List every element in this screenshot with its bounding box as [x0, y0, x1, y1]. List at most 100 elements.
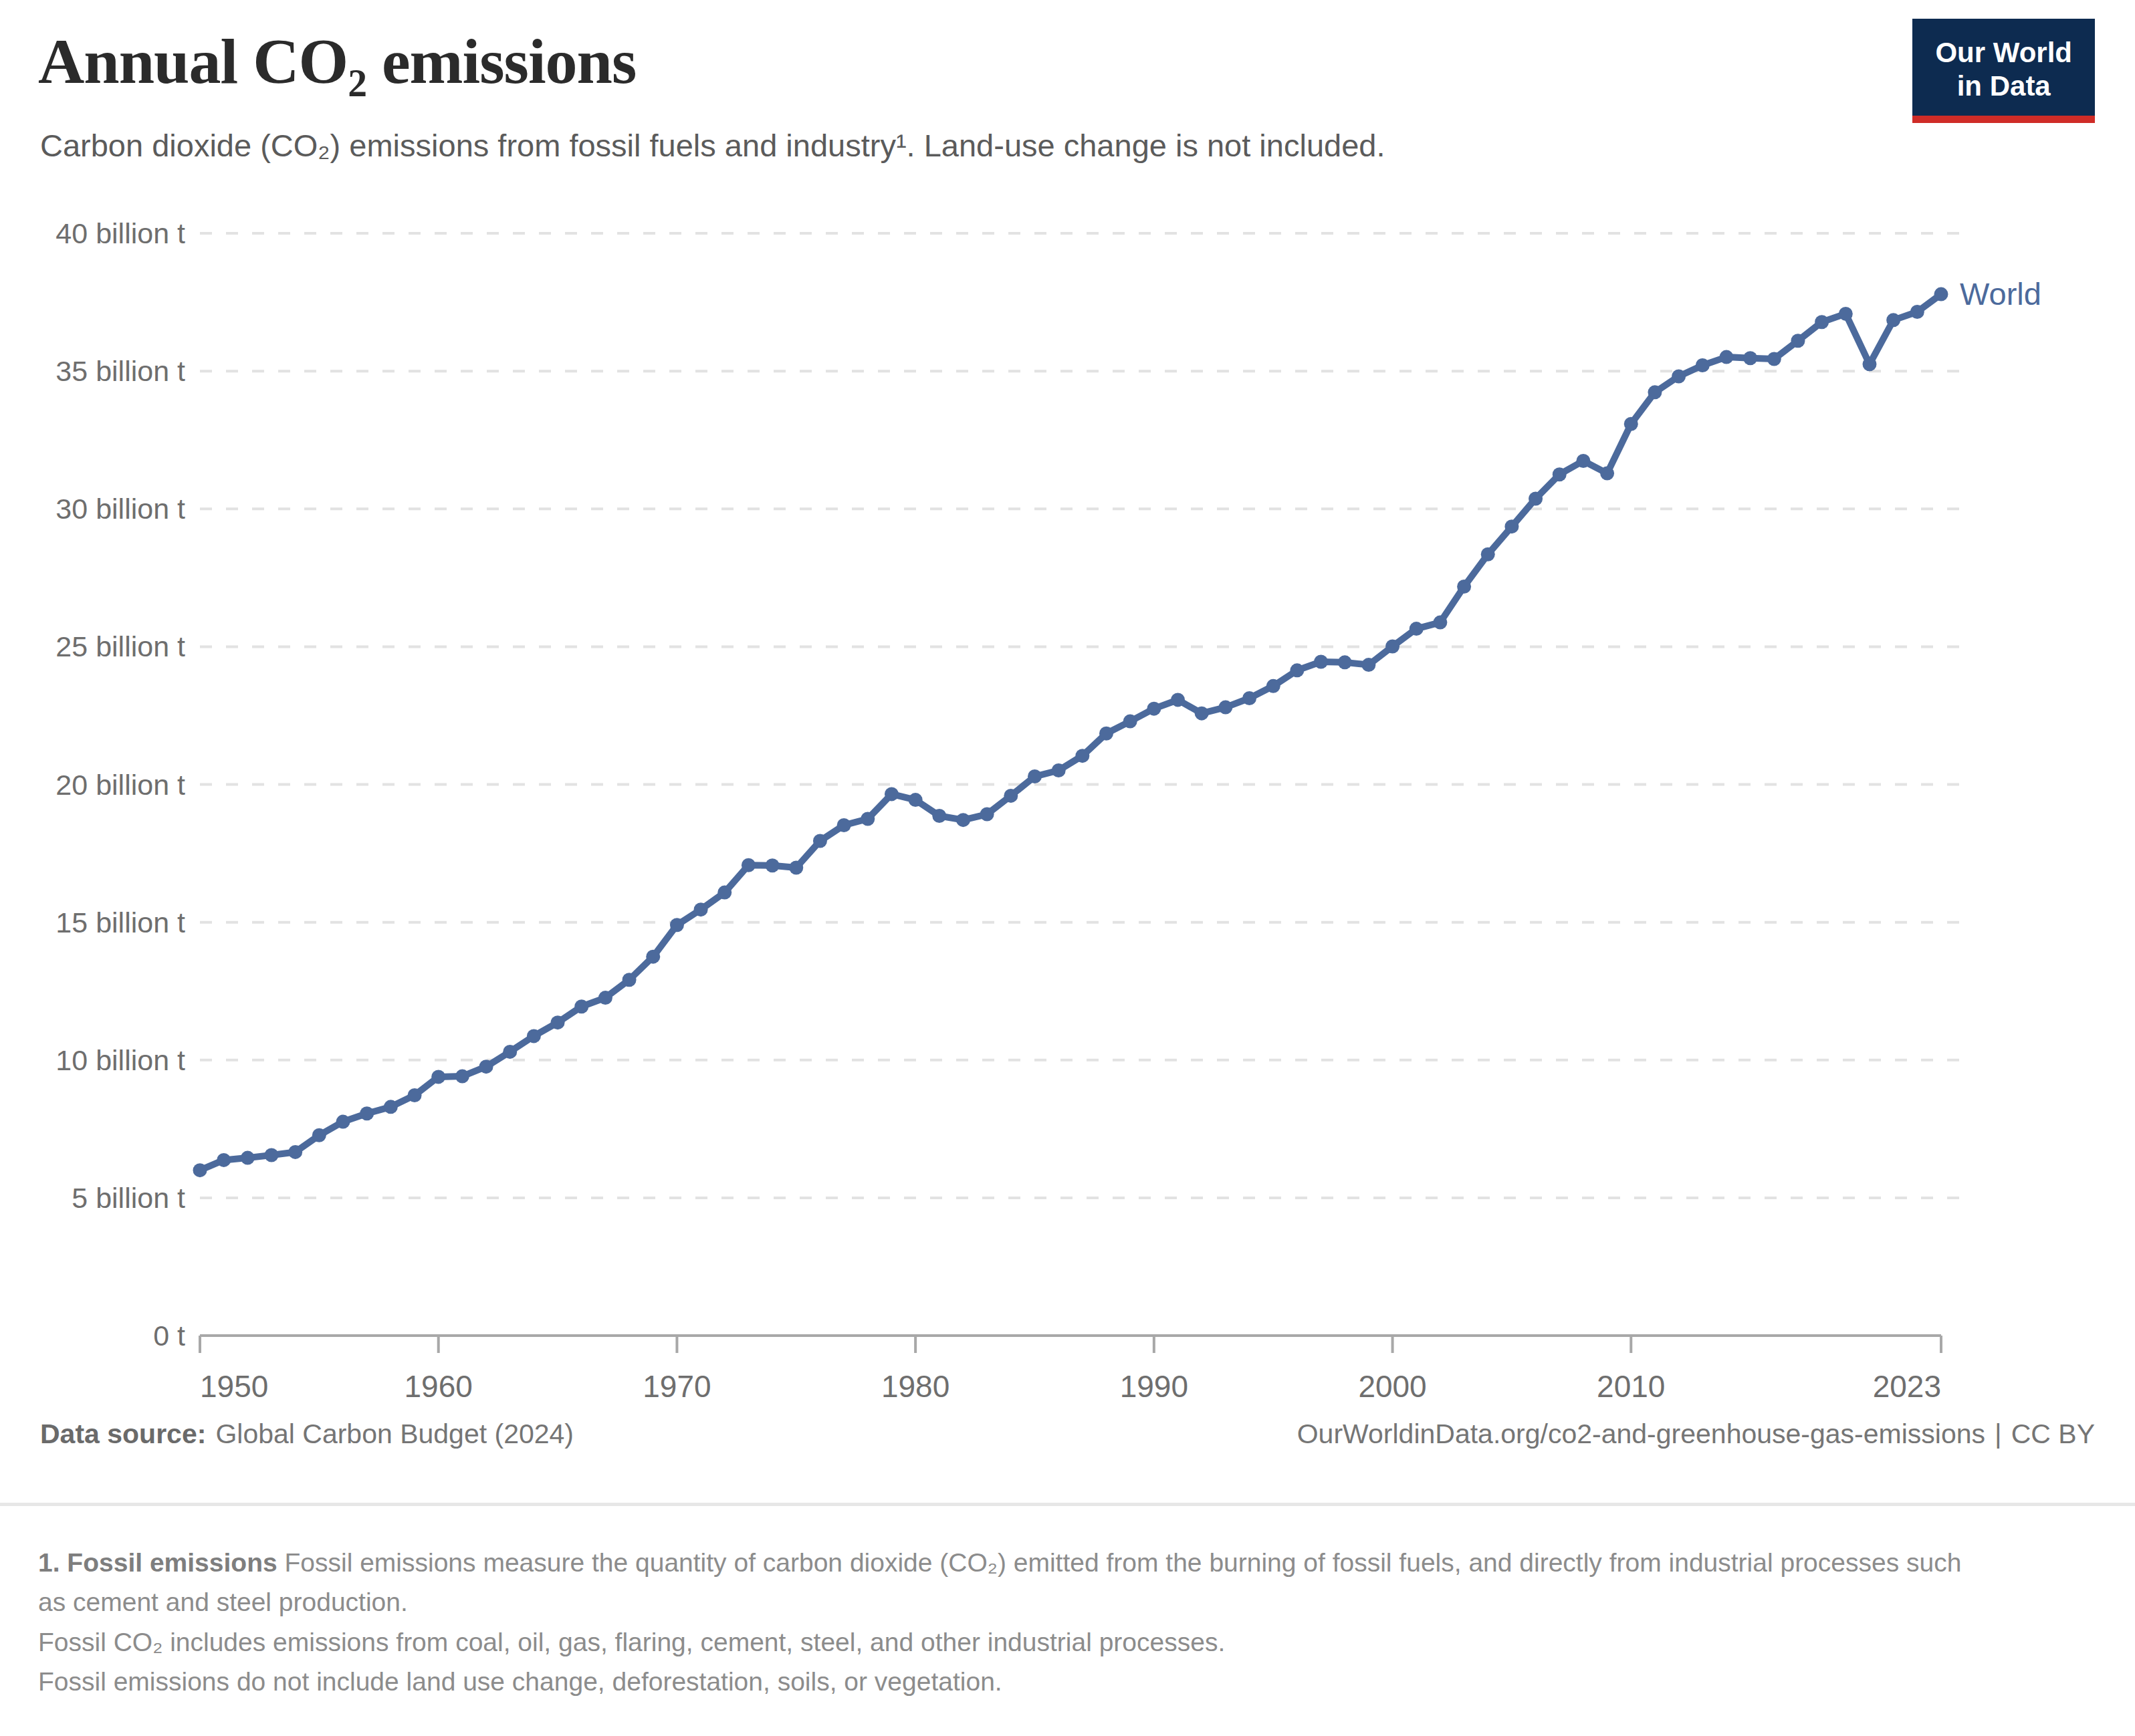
data-point — [1624, 417, 1638, 431]
footnote-section: 1. Fossil emissions Fossil emissions mea… — [38, 1543, 1991, 1701]
data-point — [980, 808, 994, 822]
data-point — [1886, 313, 1900, 327]
data-point — [1171, 693, 1185, 707]
owid-logo-line2: in Data — [1935, 70, 2072, 103]
data-point — [574, 999, 588, 1013]
data-point — [384, 1100, 398, 1114]
data-point — [1218, 701, 1232, 715]
data-point — [1410, 622, 1424, 636]
data-point — [813, 834, 827, 848]
page-title: Annual CO₂ emissions — [38, 24, 636, 98]
data-point — [1934, 287, 1948, 301]
x-tick-label: 1960 — [405, 1369, 473, 1404]
data-point — [1481, 547, 1495, 562]
owid-logo[interactable]: Our World in Data — [1912, 19, 2095, 123]
data-point — [623, 973, 637, 987]
x-tick-label: 2023 — [1873, 1369, 1941, 1404]
data-point — [598, 991, 612, 1005]
data-point — [670, 918, 684, 932]
data-source-label: Data source: — [40, 1418, 206, 1449]
footer-link[interactable]: OurWorldinData.org/co2-and-greenhouse-ga… — [1297, 1418, 2095, 1450]
data-source: Data source: Global Carbon Budget (2024) — [40, 1418, 574, 1450]
data-point — [1147, 702, 1161, 716]
data-point — [1457, 580, 1471, 594]
data-point — [717, 886, 732, 900]
data-point — [1052, 763, 1066, 777]
data-point — [742, 858, 756, 872]
owid-chart-page: Annual CO₂ emissions Carbon dioxide (CO₂… — [0, 0, 2135, 1736]
data-point — [766, 858, 780, 872]
y-tick-label: 20 billion t — [55, 769, 185, 801]
footer-url[interactable]: OurWorldinData.org/co2-and-greenhouse-ga… — [1297, 1418, 1985, 1449]
data-point — [1696, 358, 1710, 372]
data-point — [1743, 351, 1757, 365]
data-point — [885, 787, 899, 801]
data-point — [1648, 385, 1662, 399]
x-tick-label: 1950 — [200, 1369, 268, 1404]
x-tick-label: 1990 — [1120, 1369, 1188, 1404]
data-point — [1242, 691, 1256, 705]
data-point — [932, 809, 946, 823]
data-point — [909, 793, 923, 807]
data-point — [217, 1153, 231, 1167]
data-point — [861, 812, 875, 826]
footer-separator: | — [1995, 1418, 2002, 1449]
chart-svg: 0 t 5 billion t 10 billion t 15 billion t 20… — [0, 187, 2135, 1417]
data-point — [1529, 491, 1543, 505]
chart-footer: Data source:Global Carbon Budget (2024) … — [40, 1418, 2095, 1450]
owid-logo-line1: Our World — [1935, 36, 2072, 70]
data-point — [288, 1145, 302, 1159]
data-point — [241, 1151, 255, 1165]
x-tick-label: 2010 — [1597, 1369, 1665, 1404]
footnote-text-1: Fossil emissions measure the quantity of… — [38, 1548, 1961, 1616]
data-point — [1504, 519, 1519, 533]
footer-license[interactable]: CC BY — [2011, 1418, 2095, 1449]
y-tick-label: 10 billion t — [55, 1044, 185, 1076]
y-tick-label: 40 billion t — [55, 217, 185, 249]
data-point — [1672, 369, 1686, 383]
data-point — [1314, 655, 1328, 669]
data-point — [479, 1060, 493, 1074]
data-point — [551, 1015, 565, 1029]
data-point — [1433, 616, 1447, 630]
data-point — [503, 1045, 517, 1059]
data-point — [1910, 305, 1924, 319]
data-point — [837, 818, 851, 832]
footnote-line-1: 1. Fossil emissions Fossil emissions mea… — [38, 1543, 1991, 1622]
x-tick-label: 2000 — [1358, 1369, 1426, 1404]
data-point — [455, 1070, 469, 1084]
data-point — [1004, 789, 1018, 803]
data-source-value: Global Carbon Budget (2024) — [215, 1418, 574, 1449]
data-point — [193, 1163, 207, 1177]
y-tick-label: 5 billion t — [72, 1182, 185, 1214]
data-line — [200, 294, 1941, 1170]
footnote-text-2: Fossil CO₂ includes emissions from coal,… — [38, 1622, 1991, 1662]
footer-divider — [0, 1503, 2135, 1506]
x-tick-label: 1970 — [643, 1369, 711, 1404]
data-point — [1815, 315, 1829, 329]
data-point — [1028, 769, 1042, 783]
data-point — [1862, 357, 1876, 371]
data-point — [1123, 715, 1137, 729]
data-point — [1791, 334, 1805, 348]
data-point — [1361, 658, 1375, 672]
data-point — [1385, 639, 1399, 653]
data-point — [408, 1088, 422, 1102]
data-point — [1266, 679, 1280, 693]
series-label: World — [1960, 276, 2041, 312]
data-point — [1099, 727, 1113, 741]
data-point — [1290, 663, 1304, 677]
data-point — [312, 1128, 326, 1142]
data-point — [1195, 707, 1209, 721]
data-point — [1719, 350, 1733, 364]
data-point — [956, 813, 970, 827]
chart-subtitle: Carbon dioxide (CO₂) emissions from foss… — [40, 127, 1385, 164]
data-point — [694, 902, 708, 916]
y-tick-label: 15 billion t — [55, 906, 185, 939]
data-point — [1600, 467, 1614, 481]
data-point — [360, 1106, 374, 1120]
data-point — [646, 950, 660, 964]
y-tick-label: 0 t — [153, 1320, 185, 1352]
x-tick-label: 1980 — [881, 1369, 949, 1404]
data-point — [1576, 454, 1590, 468]
